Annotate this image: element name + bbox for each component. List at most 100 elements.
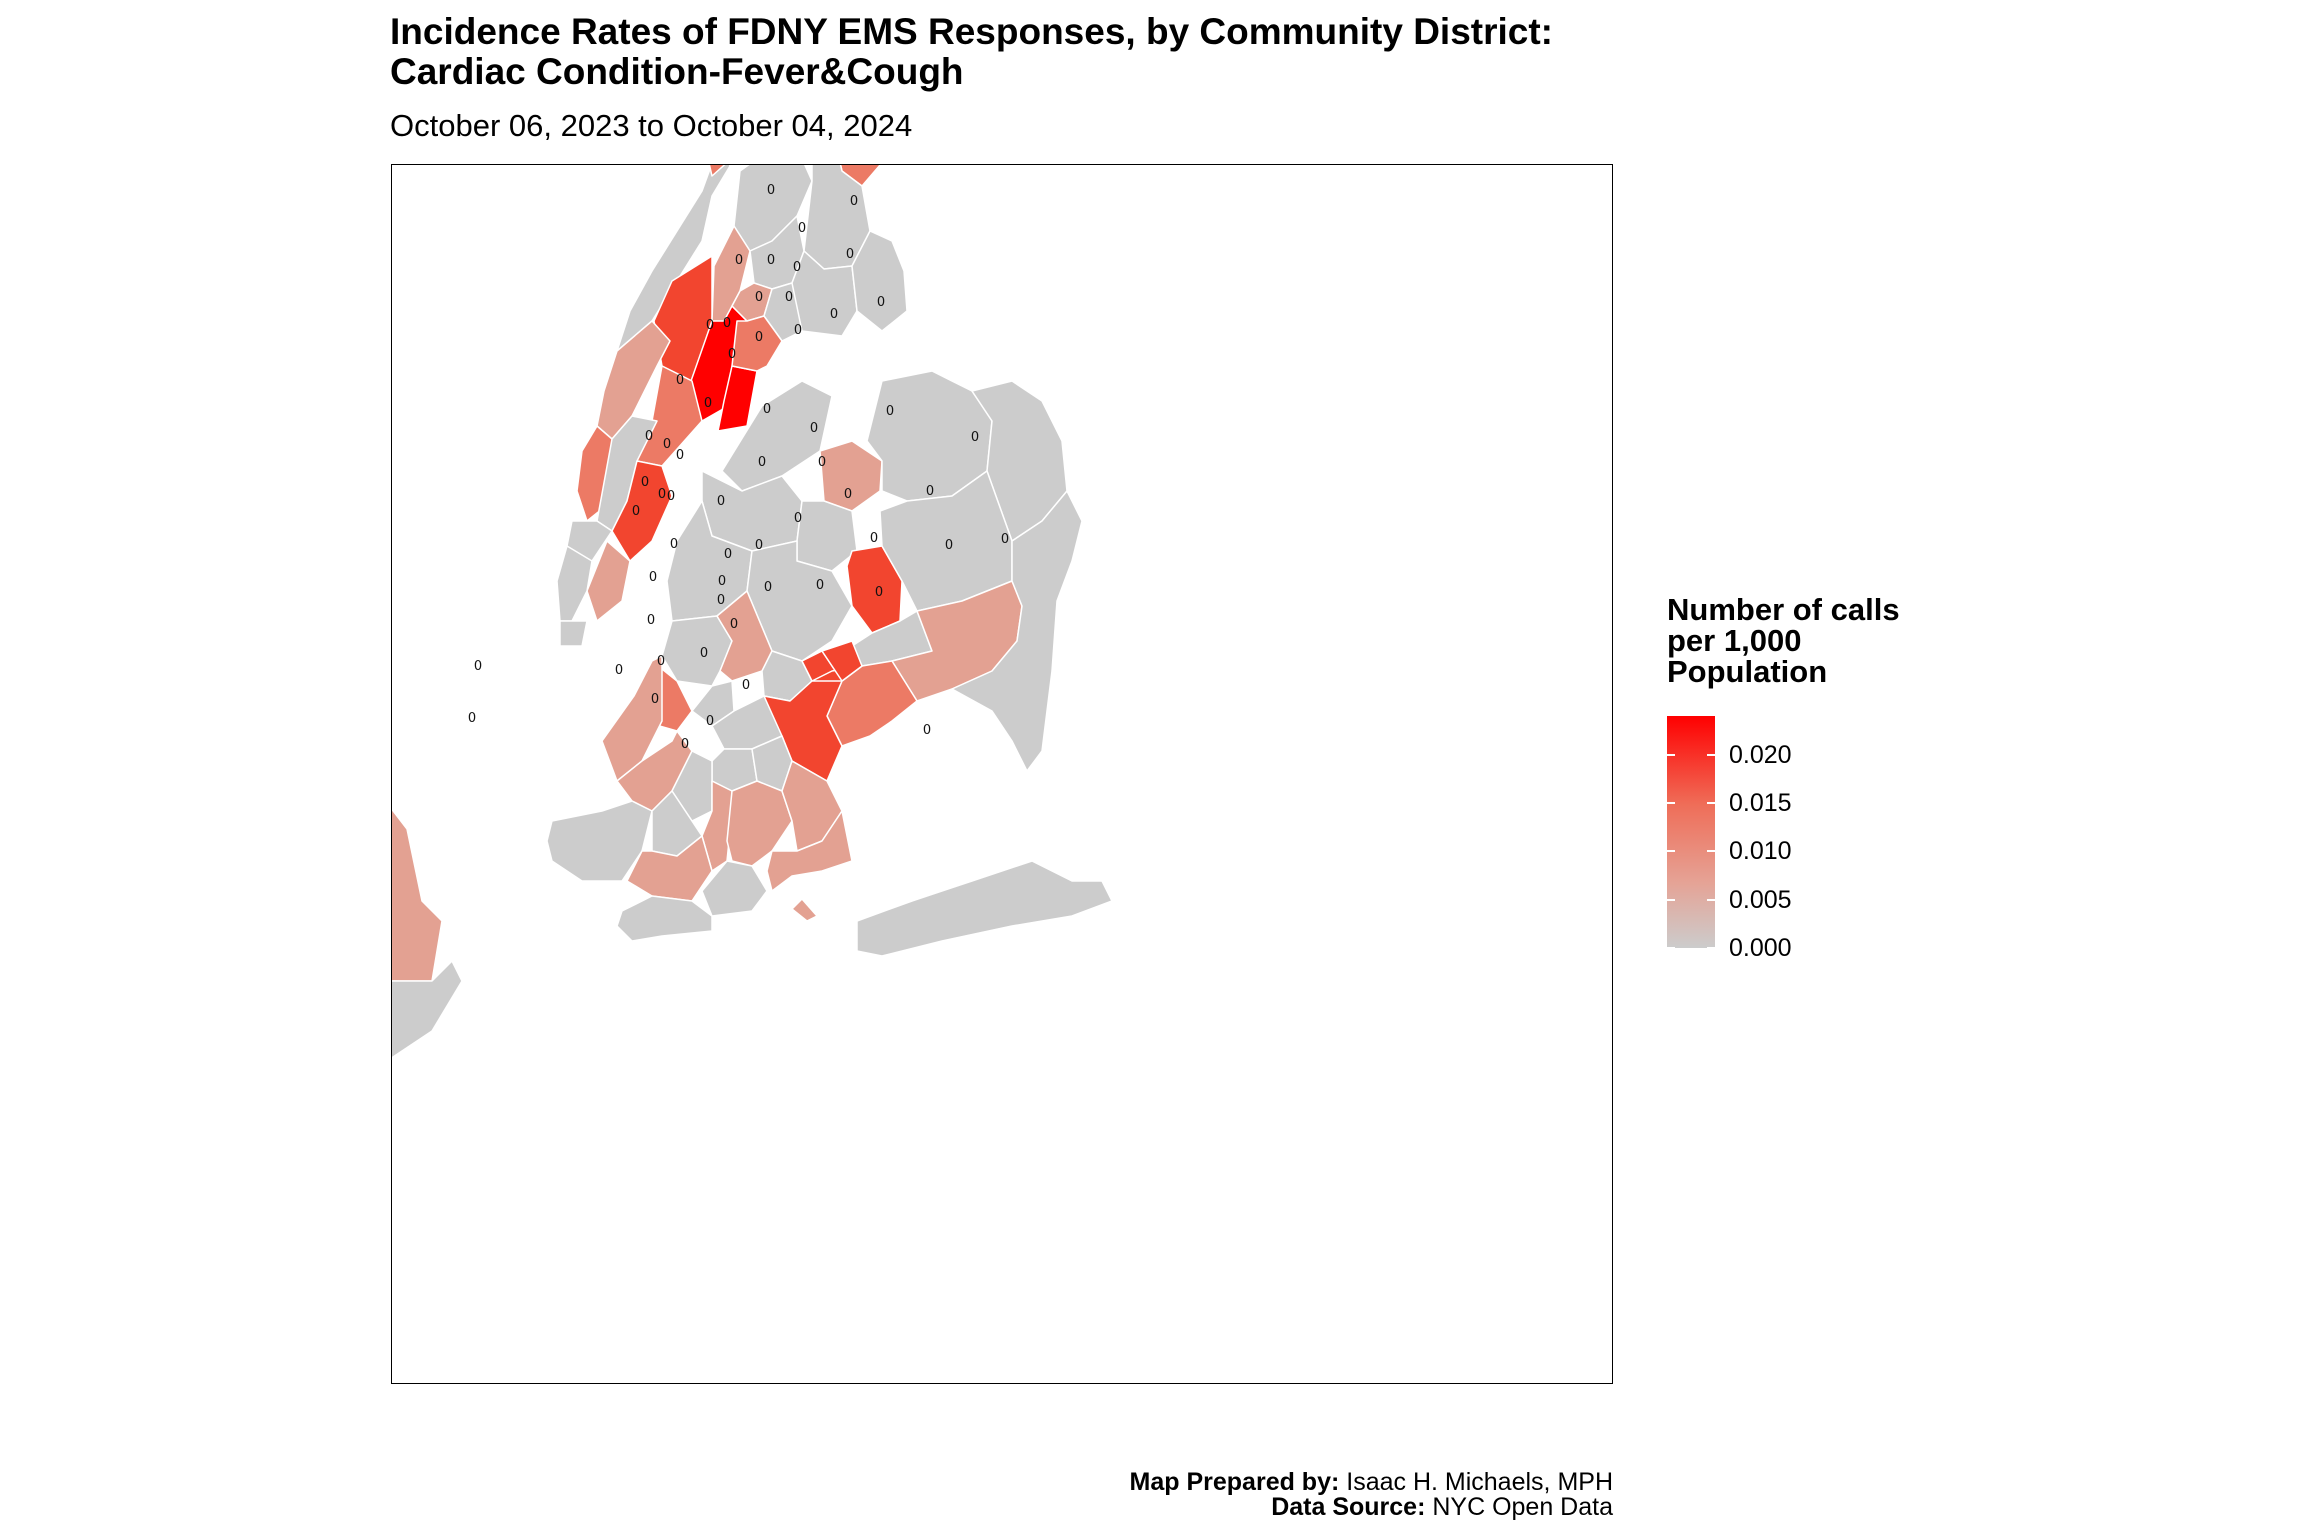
district-value-label: 0 (647, 613, 655, 628)
data-source-value: NYC Open Data (1425, 1493, 1613, 1521)
district-value-label: 0 (767, 183, 775, 198)
district-value-label: 0 (794, 323, 802, 338)
legend-tick-label: 0.010 (1729, 837, 1792, 866)
district-value-label: 0 (676, 373, 684, 388)
district-value-label: 0 (758, 455, 766, 470)
district-value-label: 0 (816, 578, 824, 593)
legend-tick-mark (1667, 802, 1675, 804)
data-source-label: Data Source: (1271, 1493, 1426, 1521)
legend-colorbar (1667, 716, 1715, 948)
legend-tick-mark (1707, 850, 1715, 853)
community-district-region (392, 960, 463, 1059)
district-value-label: 0 (663, 437, 671, 452)
district-value-label: 0 (945, 538, 953, 553)
district-value-label: 0 (474, 659, 482, 674)
map-subtitle: October 06, 2023 to October 04, 2024 (390, 108, 913, 143)
community-district-region (821, 640, 863, 682)
legend-tick-mark (1707, 898, 1715, 901)
community-district-region (586, 540, 631, 622)
district-value-label: 0 (798, 221, 806, 236)
legend-tick-mark (1667, 898, 1675, 901)
credits: Map Prepared by: Isaac H. Michaels, MPH … (1130, 1470, 1613, 1520)
community-district-region (626, 835, 713, 902)
district-value-label: 0 (658, 487, 666, 502)
legend-tick-label: 0.000 (1729, 934, 1792, 962)
district-value-label: 0 (763, 402, 771, 417)
district-value-label: 0 (886, 404, 894, 419)
district-value-label: 0 (724, 547, 732, 562)
district-value-label: 0 (877, 295, 885, 310)
district-value-label: 0 (667, 489, 675, 504)
district-value-label: 0 (670, 537, 678, 552)
community-district-region (791, 250, 858, 337)
district-value-label: 0 (742, 678, 750, 693)
district-value-label: 0 (723, 316, 731, 331)
district-value-label: 0 (1001, 532, 1009, 547)
district-value-label: 0 (755, 538, 763, 553)
community-district-region (546, 800, 653, 882)
district-value-label: 0 (793, 260, 801, 275)
community-district-region (611, 460, 673, 562)
legend-tick-mark (1707, 753, 1715, 756)
district-value-label: 0 (728, 347, 736, 362)
district-value-label: 0 (717, 494, 725, 509)
district-value-label: 0 (923, 723, 931, 738)
community-district-region (851, 230, 908, 332)
community-district-region (731, 315, 783, 372)
district-value-label: 0 (755, 330, 763, 345)
legend-tick-mark (1707, 802, 1715, 804)
community-district-region (796, 500, 858, 572)
legend-tick-mark (1667, 753, 1675, 756)
district-value-label: 0 (717, 593, 725, 608)
map-title: Incidence Rates of FDNY EMS Responses, b… (390, 11, 1554, 92)
district-value-label: 0 (818, 455, 826, 470)
district-value-label: 0 (651, 692, 659, 707)
district-value-label: 0 (657, 654, 665, 669)
community-district-region (791, 898, 818, 922)
district-value-label: 0 (870, 531, 878, 546)
district-value-label: 0 (785, 290, 793, 305)
district-value-label: 0 (615, 663, 623, 678)
district-value-label: 0 (706, 318, 714, 333)
district-value-label: 0 (830, 307, 838, 322)
district-value-label: 0 (850, 194, 858, 209)
district-value-label: 0 (844, 487, 852, 502)
district-value-label: 0 (875, 585, 883, 600)
district-value-label: 0 (755, 290, 763, 305)
district-value-label: 0 (700, 646, 708, 661)
legend-tick-mark (1707, 947, 1715, 949)
community-district-region (839, 165, 881, 187)
community-district-region (856, 860, 1113, 957)
district-value-label: 0 (735, 253, 743, 268)
data-source-line: Data Source: NYC Open Data (1130, 1495, 1613, 1520)
legend-title: Number of calls per 1,000 Population (1667, 592, 1900, 689)
community-district-region (616, 895, 713, 942)
district-value-label: 0 (794, 511, 802, 526)
community-district-region (601, 655, 663, 782)
district-value-label: 0 (632, 504, 640, 519)
district-value-label: 0 (706, 714, 714, 729)
community-district-region (661, 615, 733, 687)
legend-tick-mark (1667, 947, 1675, 949)
community-district-region (951, 490, 1083, 772)
legend-tick-label: 0.020 (1729, 740, 1792, 769)
district-value-label: 0 (468, 711, 476, 726)
district-value-label: 0 (704, 396, 712, 411)
district-value-label: 0 (641, 475, 649, 490)
district-value-label: 0 (681, 737, 689, 752)
district-value-label: 0 (764, 580, 772, 595)
community-district-region (392, 808, 443, 982)
legend-tick-mark (1667, 850, 1675, 853)
district-value-label: 0 (649, 570, 657, 585)
community-district-region (556, 545, 593, 622)
prepared-by-label: Map Prepared by: (1129, 1468, 1340, 1496)
district-value-label: 0 (676, 448, 684, 463)
community-district-region (708, 165, 726, 177)
district-value-label: 0 (926, 484, 934, 499)
district-value-label: 0 (718, 574, 726, 589)
community-district-region (691, 680, 735, 727)
community-district-region (721, 380, 833, 492)
district-value-label: 0 (645, 429, 653, 444)
